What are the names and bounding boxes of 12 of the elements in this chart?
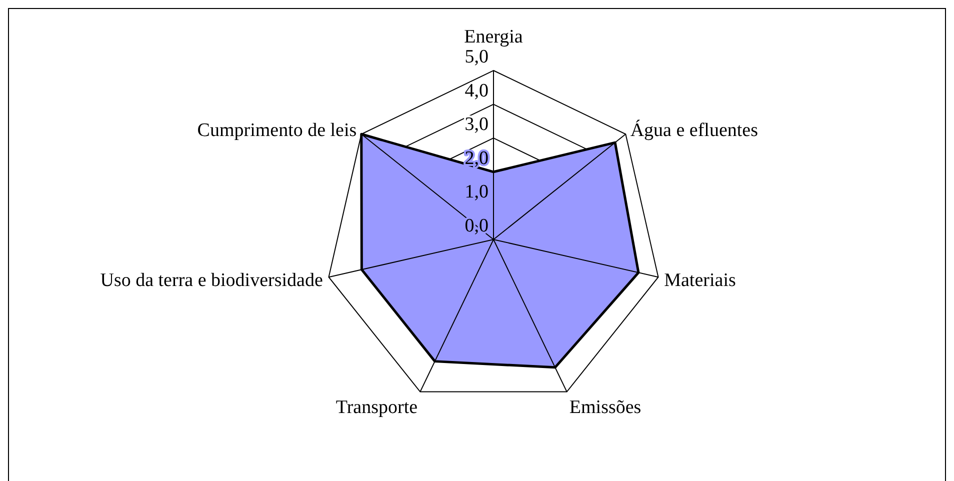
spoke-label: Emissões (569, 396, 642, 418)
y-tick-label: 1,0 (464, 182, 488, 203)
spoke-label: Materiais (664, 270, 736, 291)
spoke-label: Água e efluentes (630, 119, 758, 142)
spoke-label: Energia (464, 26, 524, 48)
y-tick-label: 5,0 (464, 46, 488, 68)
y-tick-label: 2,0 (464, 148, 488, 169)
spoke-label: Cumprimento de leis (197, 120, 357, 142)
spoke-label: Transporte (336, 396, 418, 418)
y-tick-label: 3,0 (464, 114, 488, 136)
y-tick-label: 4,0 (464, 80, 488, 102)
spoke-label: Uso da terra e biodiversidade (100, 270, 323, 291)
